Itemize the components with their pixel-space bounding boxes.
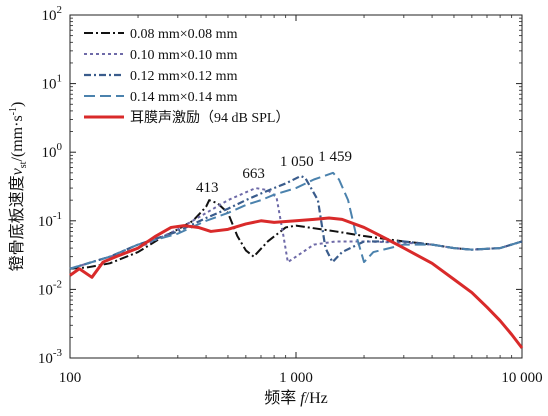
series-layer xyxy=(69,171,524,349)
series-line-4 xyxy=(69,171,523,270)
peak-annotation: 1 050 xyxy=(280,154,314,170)
y-axis: 10-3 10-2 10-1 100 101 102 xyxy=(38,4,522,367)
series-line-2 xyxy=(69,187,523,270)
legend-label: 0.08 mm×0.08 mm xyxy=(130,27,238,42)
series-line-3 xyxy=(69,174,523,270)
peak-annotation: 1 459 xyxy=(318,149,352,165)
plot-border xyxy=(69,14,523,359)
y-tick-label: 10-2 xyxy=(38,278,62,298)
plot-frame xyxy=(69,14,523,359)
peak-annotation: 413 xyxy=(196,180,219,196)
legend-label: 0.12 mm×0.12 mm xyxy=(130,69,238,84)
annotations: 413 663 1 050 1 459 xyxy=(196,149,352,196)
y-tick-label: 10-3 xyxy=(38,347,63,367)
y-tick-label: 100 xyxy=(42,141,63,161)
series-line-5 xyxy=(69,216,524,349)
x-tick-label: 10 000 xyxy=(501,370,542,386)
y-tick-label: 101 xyxy=(42,73,63,93)
x-axis: 100 1 000 10 000 xyxy=(59,15,543,386)
legend-label: 0.10 mm×0.10 mm xyxy=(130,48,238,63)
y-axis-title: 镫骨底板速度vst/(mm·s-1) xyxy=(8,102,29,272)
legend-label: 0.14 mm×0.14 mm xyxy=(130,90,238,105)
peak-annotation: 663 xyxy=(242,166,265,182)
x-tick-label: 1 000 xyxy=(279,370,313,386)
y-tick-label: 10-1 xyxy=(38,210,62,230)
x-tick-label: 100 xyxy=(59,370,82,386)
legend: 0.08 mm×0.08 mm 0.10 mm×0.10 mm 0.12 mm×0.… xyxy=(84,27,289,126)
legend-label: 耳膜声激励（94 dB SPL） xyxy=(130,109,289,126)
series-line-1 xyxy=(69,199,523,270)
x-axis-title: 频率 f/Hz xyxy=(264,389,328,407)
y-tick-label: 102 xyxy=(42,4,63,24)
